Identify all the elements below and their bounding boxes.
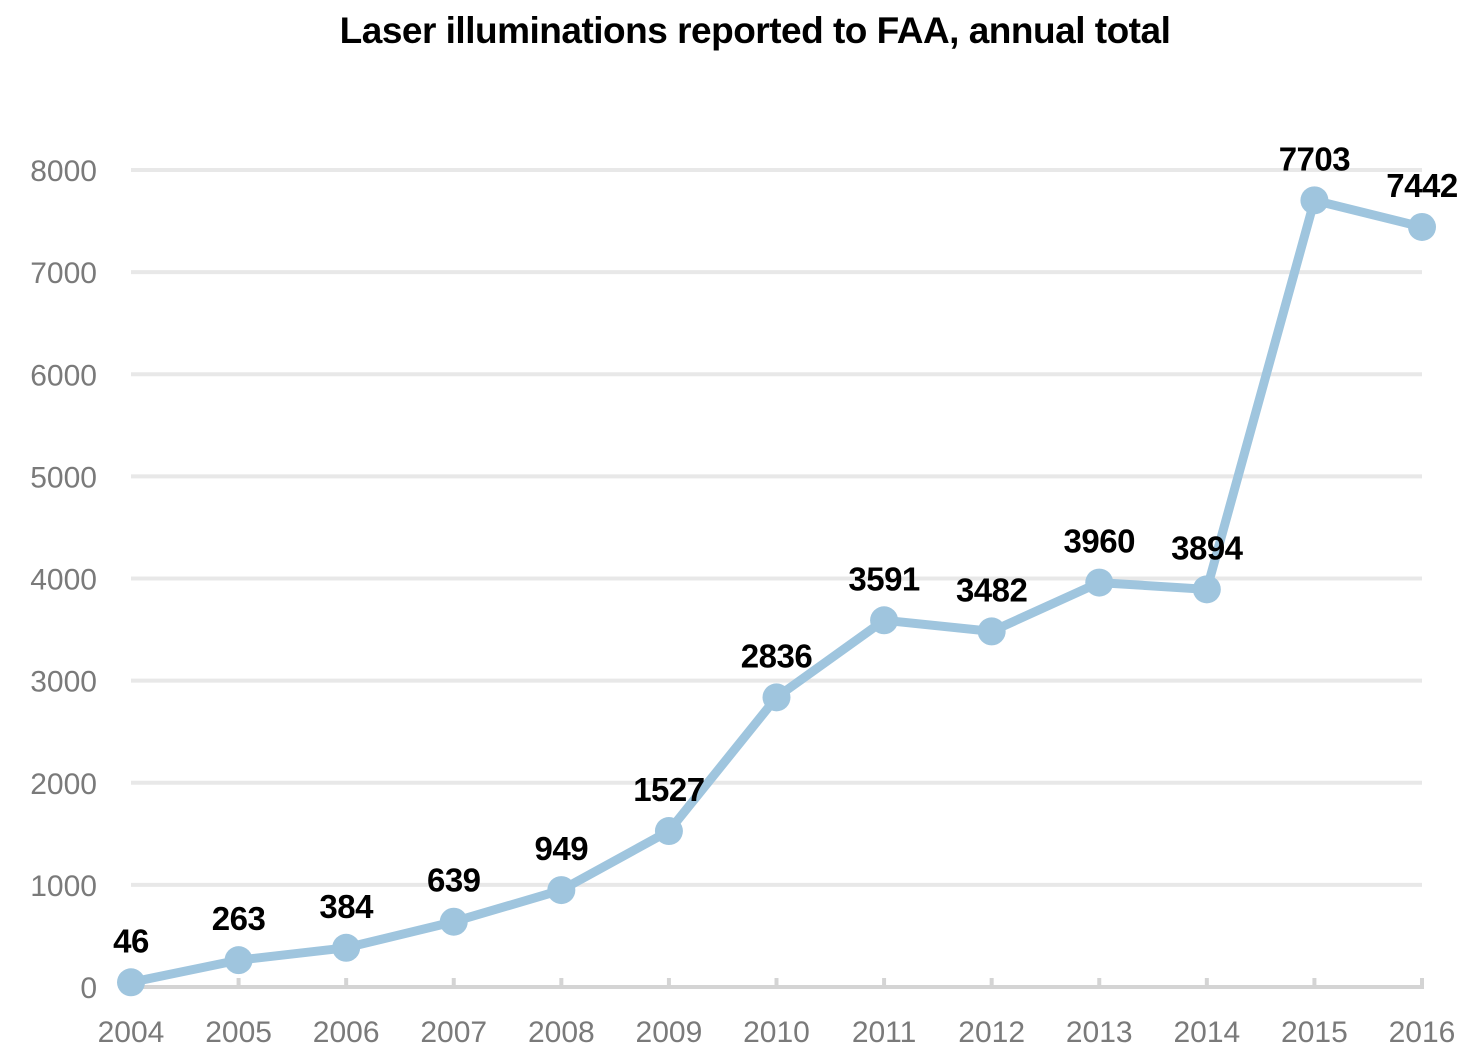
y-tick-label: 4000 bbox=[30, 564, 97, 597]
y-tick-label: 8000 bbox=[30, 155, 97, 188]
x-tick-label: 2009 bbox=[636, 1016, 703, 1049]
data-labels: 46 263 384 639 949 1527 2836 3591 3482 3960 3894 77… bbox=[113, 140, 1458, 959]
data-label: 2836 bbox=[741, 637, 813, 674]
y-axis: 0 1000 2000 3000 4000 5000 6000 7000 8000 bbox=[30, 155, 97, 1005]
data-point-marker bbox=[1192, 575, 1221, 604]
data-label: 949 bbox=[535, 830, 589, 867]
gridlines bbox=[131, 168, 1422, 887]
data-series bbox=[117, 186, 1436, 997]
data-label: 7442 bbox=[1386, 167, 1458, 204]
data-label: 263 bbox=[212, 900, 266, 937]
x-axis: 2004 2005 2006 2007 2008 2009 2010 2011 2012 2013… bbox=[98, 978, 1456, 1049]
data-point-marker bbox=[654, 817, 683, 846]
x-tick-label: 2007 bbox=[420, 1016, 487, 1049]
y-tick-label: 3000 bbox=[30, 666, 97, 699]
y-tick-label: 5000 bbox=[30, 461, 97, 494]
x-tick-label: 2010 bbox=[743, 1016, 810, 1049]
data-point-marker bbox=[977, 617, 1006, 646]
data-point-marker bbox=[224, 946, 253, 975]
data-label: 7703 bbox=[1279, 140, 1351, 177]
data-label: 384 bbox=[319, 888, 374, 925]
y-tick-label: 6000 bbox=[30, 359, 97, 392]
x-tick-label: 2014 bbox=[1173, 1016, 1240, 1049]
data-point-marker bbox=[870, 606, 899, 635]
x-tick-label: 2012 bbox=[958, 1016, 1025, 1049]
data-label: 3482 bbox=[956, 571, 1028, 608]
data-point-marker bbox=[762, 683, 791, 712]
data-point-marker bbox=[332, 933, 361, 962]
data-point-marker bbox=[1300, 186, 1329, 215]
x-tick-label: 2015 bbox=[1281, 1016, 1348, 1049]
chart-title: Laser illuminations reported to FAA, ann… bbox=[339, 10, 1171, 51]
data-label: 1527 bbox=[633, 771, 704, 808]
x-tick-label: 2008 bbox=[528, 1016, 595, 1049]
x-tick-label: 2004 bbox=[98, 1016, 165, 1049]
data-label: 639 bbox=[427, 862, 481, 899]
y-tick-label: 0 bbox=[80, 972, 97, 1005]
data-label: 46 bbox=[113, 922, 149, 959]
data-point-marker bbox=[547, 876, 576, 905]
data-label: 3960 bbox=[1064, 523, 1135, 560]
y-tick-label: 2000 bbox=[30, 768, 97, 801]
y-tick-label: 1000 bbox=[30, 870, 97, 903]
data-point-marker bbox=[1408, 212, 1436, 241]
data-point-marker bbox=[439, 907, 468, 936]
x-tick-label: 2013 bbox=[1066, 1016, 1133, 1049]
data-point-marker bbox=[1085, 568, 1114, 597]
y-tick-label: 7000 bbox=[30, 257, 97, 290]
data-label: 3591 bbox=[848, 560, 920, 597]
data-point-marker bbox=[117, 968, 145, 997]
x-tick-label: 2006 bbox=[313, 1016, 380, 1049]
x-tick-label: 2016 bbox=[1389, 1016, 1456, 1049]
data-label: 3894 bbox=[1171, 529, 1244, 566]
x-tick-label: 2005 bbox=[205, 1016, 272, 1049]
series-line bbox=[130, 195, 1424, 987]
x-tick-label: 2011 bbox=[852, 1016, 917, 1049]
